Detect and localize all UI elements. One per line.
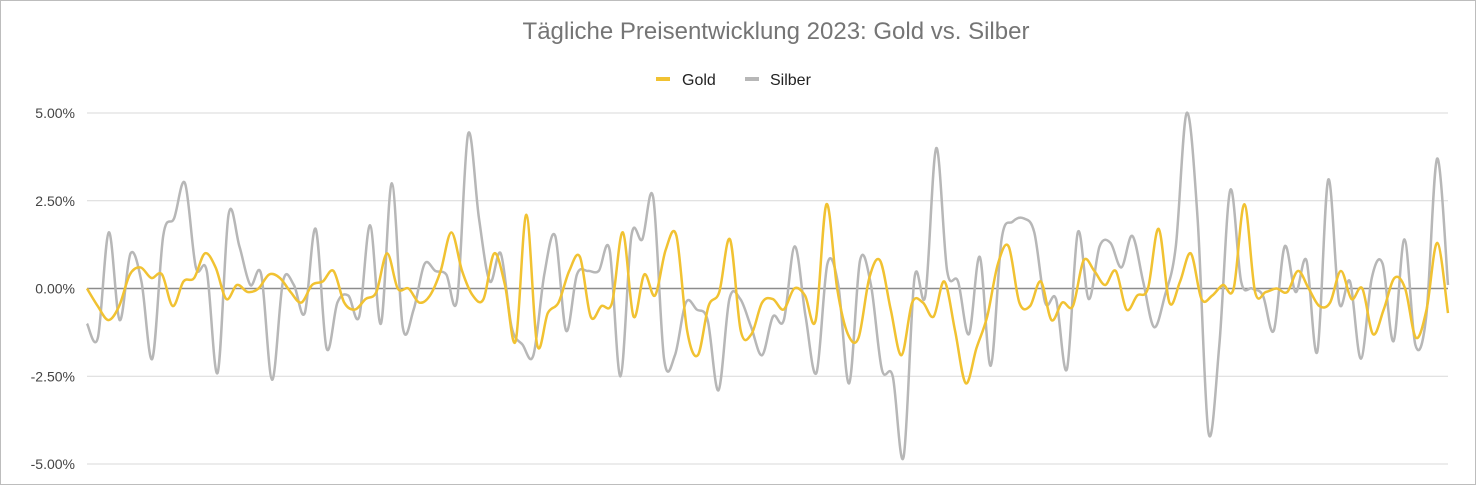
series-lines xyxy=(85,111,1450,461)
chart-title: Tägliche Preisentwicklung 2023: Gold vs.… xyxy=(523,18,1030,45)
legend-swatch-silber xyxy=(745,77,759,81)
legend-label-silber: Silber xyxy=(770,72,812,89)
y-axis-tick-labels: -5.00% -2.50% 0.00% 2.50% 5.00% xyxy=(31,105,75,472)
grid-lines xyxy=(87,112,1448,465)
y-tick-label: -5.00% xyxy=(31,456,75,472)
y-tick-label: -2.50% xyxy=(31,368,75,384)
series-line-silber xyxy=(85,111,1450,461)
series-line-gold xyxy=(85,202,1450,385)
legend-label-gold: Gold xyxy=(682,72,716,89)
y-tick-label: 0.00% xyxy=(35,281,75,297)
y-tick-label: 5.00% xyxy=(35,105,75,121)
y-tick-label: 2.50% xyxy=(35,193,75,209)
legend-swatch-gold xyxy=(656,77,670,81)
legend: Gold Silber xyxy=(656,72,812,89)
